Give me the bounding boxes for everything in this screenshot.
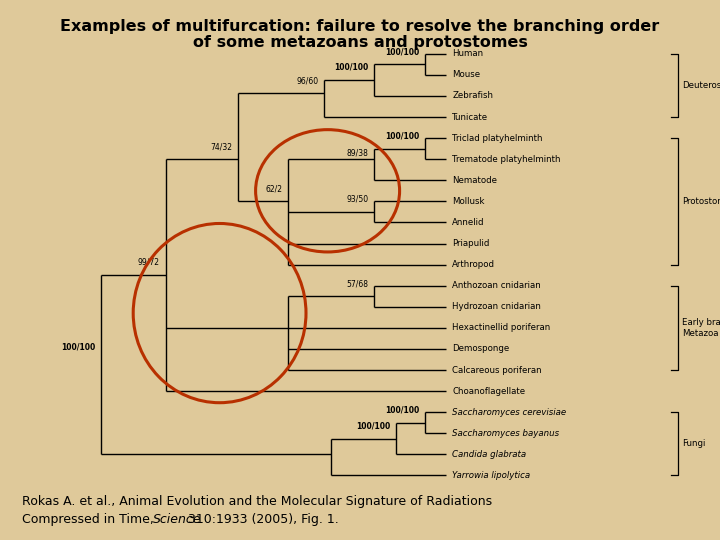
Text: Triclad platyhelminth: Triclad platyhelminth <box>452 133 543 143</box>
Text: 62/2: 62/2 <box>265 184 282 193</box>
Text: Deuterostomes: Deuterostomes <box>682 81 720 90</box>
Text: Yarrowia lipolytica: Yarrowia lipolytica <box>452 471 531 480</box>
Text: Hexactinellid poriferan: Hexactinellid poriferan <box>452 323 550 332</box>
Text: Calcareous poriferan: Calcareous poriferan <box>452 366 541 375</box>
Text: 99/72: 99/72 <box>138 258 160 267</box>
Text: Zebrafish: Zebrafish <box>452 91 493 100</box>
Text: 100/100: 100/100 <box>356 421 390 430</box>
Text: of some metazoans and protostomes: of some metazoans and protostomes <box>192 35 528 50</box>
Text: 57/68: 57/68 <box>346 279 369 288</box>
Text: Hydrozoan cnidarian: Hydrozoan cnidarian <box>452 302 541 311</box>
Text: Choanoflagellate: Choanoflagellate <box>452 387 526 396</box>
Text: Saccharomyces cerevisiae: Saccharomyces cerevisiae <box>452 408 567 417</box>
Text: Human: Human <box>452 49 483 58</box>
Text: Arthropod: Arthropod <box>452 260 495 269</box>
Text: 96/60: 96/60 <box>296 76 318 85</box>
Text: Mollusk: Mollusk <box>452 197 485 206</box>
Text: Fungi: Fungi <box>682 440 705 448</box>
Text: 100/100: 100/100 <box>334 63 369 72</box>
Text: Early branching
Metazoa: Early branching Metazoa <box>682 318 720 338</box>
Text: 74/32: 74/32 <box>210 142 232 151</box>
Text: Saccharomyces bayanus: Saccharomyces bayanus <box>452 429 559 438</box>
Text: Science: Science <box>153 513 202 526</box>
Text: 89/38: 89/38 <box>347 148 369 157</box>
Text: 310:1933 (2005), Fig. 1.: 310:1933 (2005), Fig. 1. <box>184 513 338 526</box>
Text: Anthozoan cnidarian: Anthozoan cnidarian <box>452 281 541 290</box>
Text: Compressed in Time,: Compressed in Time, <box>22 513 158 526</box>
Text: Priapulid: Priapulid <box>452 239 490 248</box>
Text: Examples of multifurcation: failure to resolve the branching order: Examples of multifurcation: failure to r… <box>60 19 660 34</box>
Text: Rokas A. et al., Animal Evolution and the Molecular Signature of Radiations: Rokas A. et al., Animal Evolution and th… <box>22 495 492 508</box>
Text: 100/100: 100/100 <box>60 342 95 352</box>
Text: Trematode platyhelminth: Trematode platyhelminth <box>452 154 561 164</box>
Text: 100/100: 100/100 <box>384 406 419 415</box>
Text: Candida glabrata: Candida glabrata <box>452 450 526 459</box>
Text: Mouse: Mouse <box>452 70 480 79</box>
Text: 100/100: 100/100 <box>384 47 419 56</box>
Text: Nematode: Nematode <box>452 176 498 185</box>
Text: Annelid: Annelid <box>452 218 485 227</box>
Text: Demosponge: Demosponge <box>452 345 510 354</box>
Text: Protostomes: Protostomes <box>682 197 720 206</box>
Text: 93/50: 93/50 <box>346 195 369 204</box>
Text: Tunicate: Tunicate <box>452 112 488 122</box>
Text: 100/100: 100/100 <box>384 131 419 140</box>
